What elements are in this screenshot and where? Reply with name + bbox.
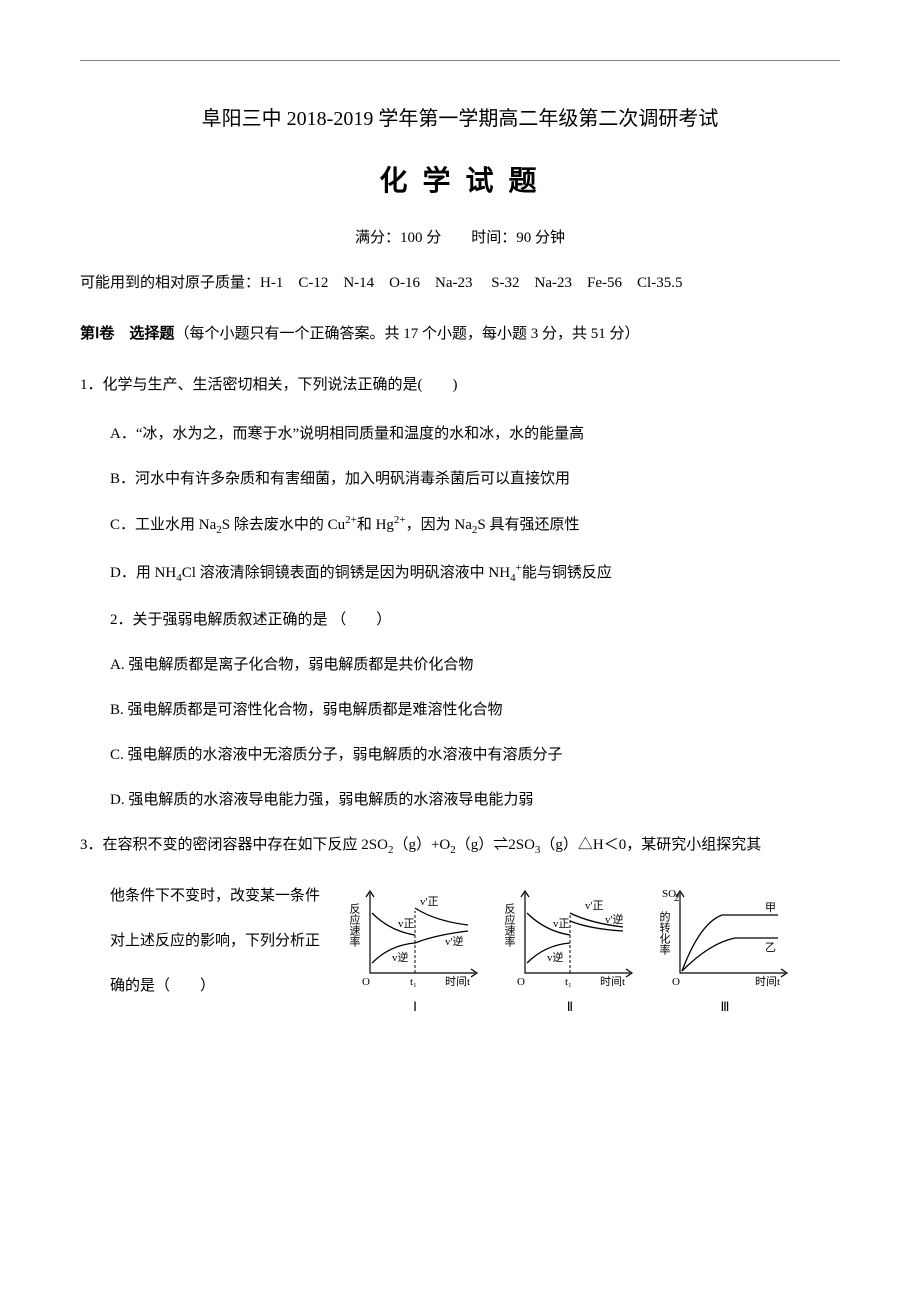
q1c-t1: C．工业水用 Na xyxy=(110,517,216,533)
svg-text:O: O xyxy=(672,976,680,988)
svg-text:乙: 乙 xyxy=(765,941,776,954)
question-3: 3．在容积不变的密闭容器中存在如下反应 2SO2（g）+O2（g）⇌2SO3（g… xyxy=(80,832,840,861)
q1d-t2: Cl 溶液清除铜镜表面的铜锈是因为明矾溶液中 NH xyxy=(182,565,510,581)
subject-title: 化 学 试 题 xyxy=(80,157,840,207)
question-1: 1．化学与生产、生活密切相关，下列说法正确的是( ) xyxy=(80,372,840,399)
fig2-label: Ⅱ xyxy=(505,995,635,1018)
svg-text:v正: v正 xyxy=(553,918,570,930)
figure-3: SO 2 的转化率 O 时间t 甲 乙 Ⅲ xyxy=(660,883,790,1018)
q2-option-a: A. 强电解质都是离子化合物，弱电解质都是共价化合物 xyxy=(110,652,840,679)
chart-2-icon: 反应速率 O 时间t t₁ v'正 v'逆 v正 v逆 xyxy=(505,883,635,993)
svg-text:的转化率: 的转化率 xyxy=(660,909,671,955)
q1c-t2: S 除去废水中的 Cu xyxy=(222,517,345,533)
q1c-t5: S 具有强还原性 xyxy=(477,517,579,533)
svg-text:v'正: v'正 xyxy=(585,900,603,912)
q1c-t4: ，因为 Na xyxy=(406,517,472,533)
q1c-t3: 和 Hg xyxy=(357,517,394,533)
fig3-label: Ⅲ xyxy=(660,995,790,1018)
figure-2: 反应速率 O 时间t t₁ v'正 v'逆 v正 v逆 xyxy=(505,883,635,1018)
svg-text:时间t: 时间t xyxy=(445,975,470,988)
q1-option-c: C．工业水用 Na2S 除去废水中的 Cu2+和 Hg2+，因为 Na2S 具有… xyxy=(110,511,840,541)
svg-text:t₁: t₁ xyxy=(565,976,572,988)
q1d-t3: 能与铜锈反应 xyxy=(522,565,612,581)
chart-3-icon: SO 2 的转化率 O 时间t 甲 乙 xyxy=(660,883,790,993)
school-line: 阜阳三中 2018-2019 学年第一学期高二年级第二次调研考试 xyxy=(80,101,840,137)
svg-text:反应速率: 反应速率 xyxy=(505,902,516,947)
section-1-desc: （每个小题只有一个正确答案。共 17 个小题，每小题 3 分，共 51 分） xyxy=(174,326,639,342)
svg-text:v'正: v'正 xyxy=(420,896,438,908)
q3-t3: （g）⇌2SO xyxy=(456,837,535,853)
fig1-label: Ⅰ xyxy=(350,995,480,1018)
q3-body: 他条件下不变时，改变某一条件 对上述反应的影响，下列分析正 确的是（ ） 反应速… xyxy=(110,883,840,1018)
q3-figures: 反应速率 O 时间t t₁ v'正 v正 v逆 v'逆 xyxy=(350,883,790,1018)
q3-text-col: 他条件下不变时，改变某一条件 对上述反应的影响，下列分析正 确的是（ ） xyxy=(110,883,340,1018)
atomic-mass: 可能用到的相对原子质量：H-1 C-12 N-14 O-16 Na-23 S-3… xyxy=(80,270,840,297)
svg-text:v逆: v逆 xyxy=(392,950,409,964)
q3-t4: （g）△H＜0，某研究小组探究其 xyxy=(540,837,761,853)
figure-1: 反应速率 O 时间t t₁ v'正 v正 v逆 v'逆 xyxy=(350,883,480,1018)
svg-text:2: 2 xyxy=(674,892,680,904)
svg-text:v'逆: v'逆 xyxy=(445,934,463,948)
q2-option-b: B. 强电解质都是可溶性化合物，弱电解质都是难溶性化合物 xyxy=(110,697,840,724)
svg-text:时间t: 时间t xyxy=(755,975,780,988)
svg-text:v正: v正 xyxy=(398,918,415,930)
score-time: 满分：100 分 时间：90 分钟 xyxy=(80,225,840,252)
q2-option-d: D. 强电解质的水溶液导电能力强，弱电解质的水溶液导电能力弱 xyxy=(110,787,840,814)
svg-text:反应速率: 反应速率 xyxy=(350,902,361,947)
svg-text:甲: 甲 xyxy=(765,902,776,914)
q1-option-d: D．用 NH4Cl 溶液清除铜镜表面的铜锈是因为明矾溶液中 NH4+能与铜锈反应 xyxy=(110,559,840,589)
q3-t1: 3．在容积不变的密闭容器中存在如下反应 2SO xyxy=(80,837,388,853)
svg-text:v'逆: v'逆 xyxy=(605,912,623,926)
q2-stem: 2．关于强弱电解质叙述正确的是 （ ） xyxy=(110,607,840,634)
section-1-label: 第Ⅰ卷 选择题 xyxy=(80,326,174,342)
q2-option-c: C. 强电解质的水溶液中无溶质分子，弱电解质的水溶液中有溶质分子 xyxy=(110,742,840,769)
q1d-t1: D．用 NH xyxy=(110,565,176,581)
q3-line3: 确的是（ ） xyxy=(110,973,340,1000)
svg-text:O: O xyxy=(517,976,525,988)
top-rule xyxy=(80,60,840,61)
q1-stem: 1．化学与生产、生活密切相关，下列说法正确的是( ) xyxy=(80,372,840,399)
section-1-header: 第Ⅰ卷 选择题（每个小题只有一个正确答案。共 17 个小题，每小题 3 分，共 … xyxy=(80,321,840,348)
chart-1-icon: 反应速率 O 时间t t₁ v'正 v正 v逆 v'逆 xyxy=(350,883,480,993)
q3-line2: 对上述反应的影响，下列分析正 xyxy=(110,928,340,955)
svg-text:t₁: t₁ xyxy=(410,976,417,988)
q1-option-b: B．河水中有许多杂质和有害细菌，加入明矾消毒杀菌后可以直接饮用 xyxy=(110,466,840,493)
q3-line1: 他条件下不变时，改变某一条件 xyxy=(110,883,340,910)
q1-option-a: A．“冰，水为之，而寒于水”说明相同质量和温度的水和冰，水的能量高 xyxy=(110,421,840,448)
svg-text:O: O xyxy=(362,976,370,988)
svg-text:时间t: 时间t xyxy=(600,975,625,988)
svg-text:v逆: v逆 xyxy=(547,950,564,964)
q3-t2: （g）+O xyxy=(393,837,450,853)
